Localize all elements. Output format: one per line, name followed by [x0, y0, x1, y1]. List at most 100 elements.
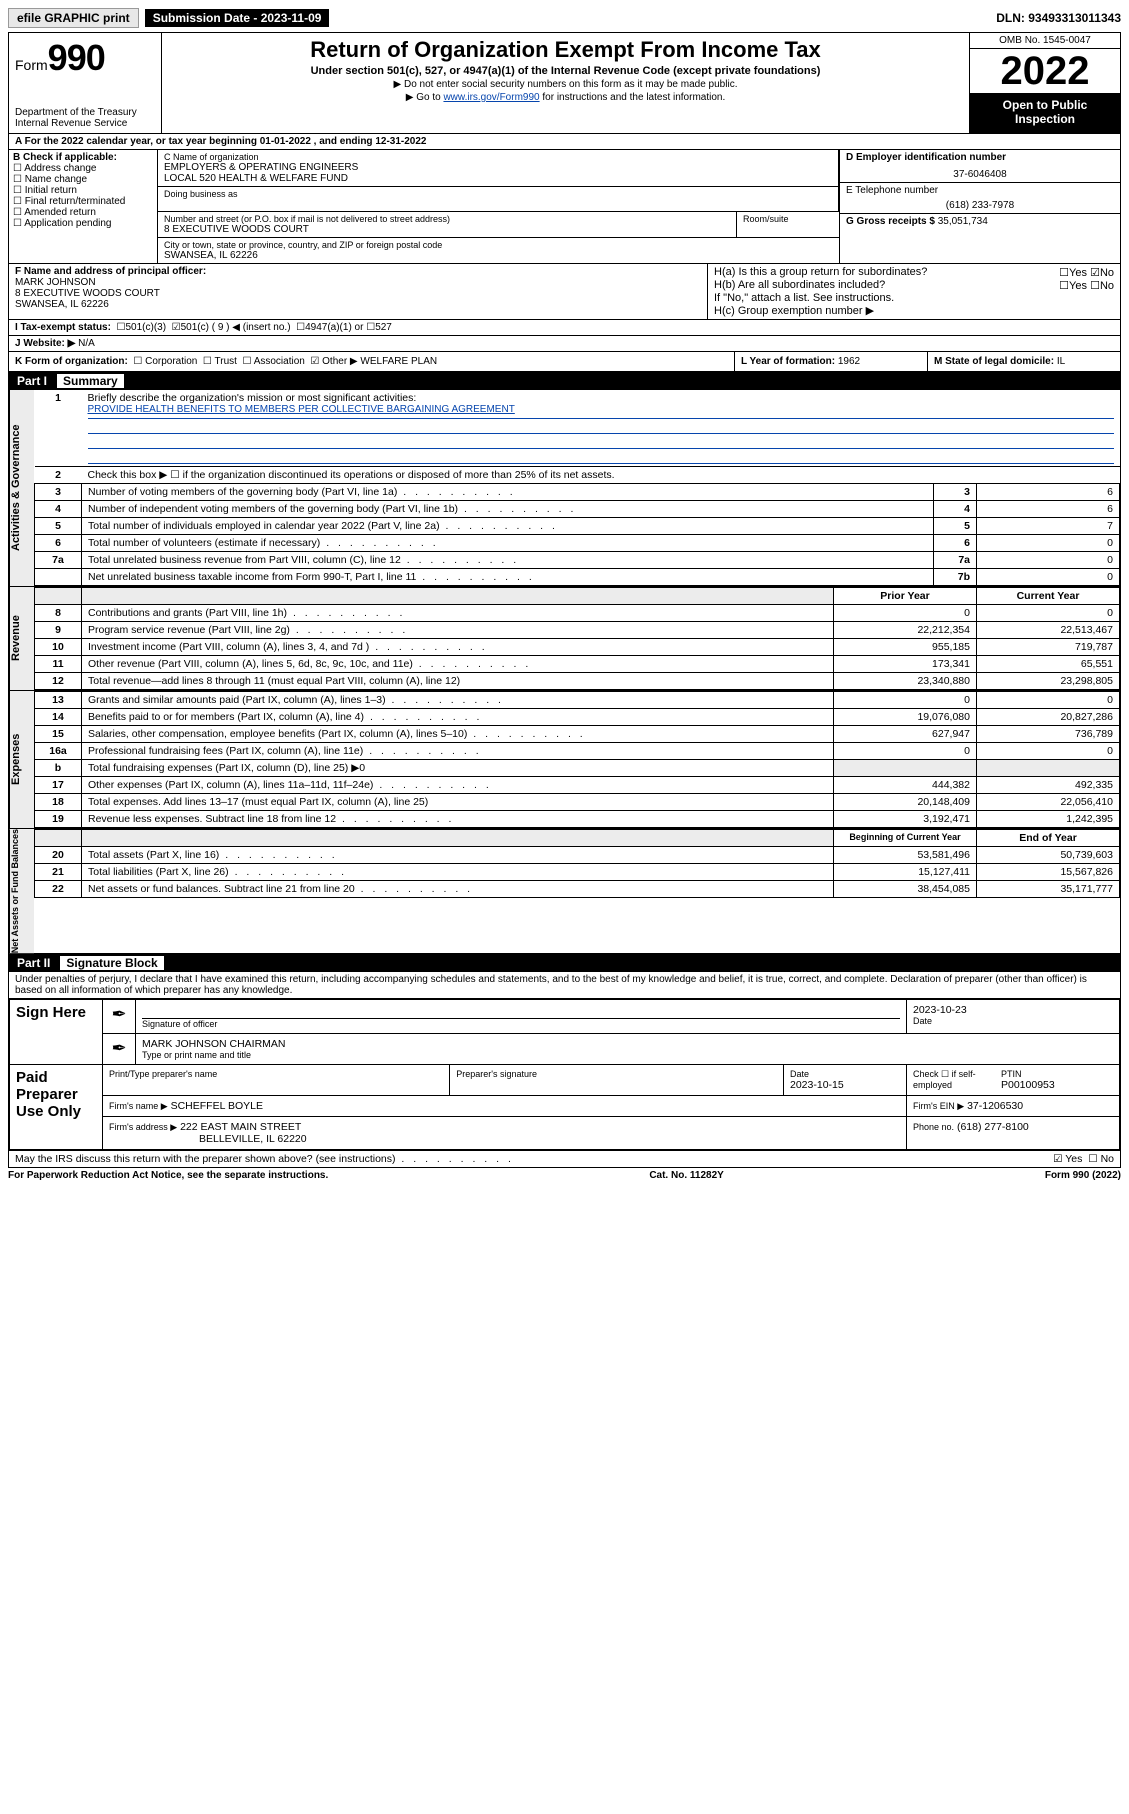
- h-b-label: H(b) Are all subordinates included?: [714, 279, 885, 292]
- signature-table: Sign Here ✒ Signature of officer 2023-10…: [9, 999, 1120, 1150]
- form-container: Form990 Department of the Treasury Inter…: [8, 32, 1121, 1168]
- gov-row: 3Number of voting members of the governi…: [35, 484, 1120, 501]
- h-b-no[interactable]: ☐: [1090, 280, 1100, 292]
- grid-netassets: Net Assets or Fund Balances Beginning of…: [9, 829, 1120, 954]
- may-discuss-row: May the IRS discuss this return with the…: [9, 1150, 1120, 1167]
- part2-title: Signature Block: [60, 956, 163, 970]
- firm-name-value: SCHEFFEL BOYLE: [171, 1100, 263, 1112]
- exp-row: 17Other expenses (Part IX, column (A), l…: [35, 777, 1120, 794]
- j-label: J Website: ▶: [15, 338, 75, 349]
- chk-amended-return[interactable]: ☐ Amended return: [13, 207, 153, 218]
- prep-name-label: Print/Type preparer's name: [109, 1069, 443, 1079]
- row-fh: F Name and address of principal officer:…: [9, 264, 1120, 320]
- firm-addr-label: Firm's address ▶: [109, 1122, 177, 1132]
- box-h: H(a) Is this a group return for subordin…: [707, 264, 1120, 319]
- table-expenses: 13Grants and similar amounts paid (Part …: [34, 691, 1120, 828]
- street-value: 8 EXECUTIVE WOODS COURT: [164, 224, 730, 235]
- h-a-no[interactable]: ☑: [1090, 267, 1100, 279]
- box-b-label: B Check if applicable:: [13, 152, 153, 163]
- officer-street: 8 EXECUTIVE WOODS COURT: [15, 288, 701, 299]
- box-l: L Year of formation: 1962: [734, 352, 927, 371]
- irs-link[interactable]: www.irs.gov/Form990: [443, 92, 539, 103]
- chk-final-return[interactable]: ☐ Final return/terminated: [13, 196, 153, 207]
- sig-date-label: Date: [913, 1016, 1113, 1026]
- officer-name-label: Type or print name and title: [142, 1050, 1113, 1060]
- part1-header: Part I Summary: [9, 372, 1120, 390]
- page-footer: For Paperwork Reduction Act Notice, see …: [8, 1168, 1121, 1183]
- street-label: Number and street (or P.O. box if mail i…: [164, 214, 730, 224]
- net-row: 20Total assets (Part X, line 16)53,581,4…: [35, 847, 1120, 864]
- h-b-yes[interactable]: ☐: [1059, 280, 1069, 292]
- room-label: Room/suite: [743, 214, 833, 224]
- self-employed-check[interactable]: Check ☐ if self-employed: [913, 1069, 993, 1091]
- exp-row: 18Total expenses. Add lines 13–17 (must …: [35, 794, 1120, 811]
- vtab-expenses: Expenses: [9, 691, 34, 828]
- exp-row: 16aProfessional fundraising fees (Part I…: [35, 743, 1120, 760]
- line1-label: Briefly describe the organization's miss…: [88, 392, 417, 404]
- discuss-no[interactable]: ☐: [1088, 1153, 1097, 1165]
- declaration: Under penalties of perjury, I declare th…: [9, 972, 1120, 999]
- rev-row: 12Total revenue—add lines 8 through 11 (…: [35, 673, 1120, 690]
- chk-other[interactable]: ☑: [310, 356, 319, 367]
- exp-row: 14Benefits paid to or for members (Part …: [35, 709, 1120, 726]
- chk-initial-return[interactable]: ☐ Initial return: [13, 185, 153, 196]
- city-value: SWANSEA, IL 62226: [164, 250, 833, 261]
- header-right: OMB No. 1545-0047 2022 Open to Public In…: [969, 33, 1120, 133]
- i-label: I Tax-exempt status:: [15, 322, 111, 333]
- prep-date-value: 2023-10-15: [790, 1079, 900, 1091]
- sign-arrow-icon: ✒: [103, 1000, 136, 1034]
- chk-address-change[interactable]: ☐ Address change: [13, 163, 153, 174]
- chk-501c[interactable]: ☑: [172, 322, 181, 333]
- hint-post: for instructions and the latest informat…: [540, 92, 726, 103]
- grid-revenue: Revenue Prior YearCurrent Year 8Contribu…: [9, 587, 1120, 691]
- box-c: C Name of organization EMPLOYERS & OPERA…: [158, 150, 839, 263]
- ptin-value: P00100953: [1001, 1079, 1055, 1091]
- chk-501c3[interactable]: ☐: [117, 322, 126, 333]
- discuss-yes[interactable]: ☑: [1053, 1153, 1062, 1165]
- ptin-label: PTIN: [1001, 1069, 1055, 1079]
- rev-row: 9Program service revenue (Part VIII, lin…: [35, 622, 1120, 639]
- org-name-1: EMPLOYERS & OPERATING ENGINEERS: [164, 162, 832, 173]
- form-subtitle: Under section 501(c), 527, or 4947(a)(1)…: [170, 65, 961, 77]
- mission-text: PROVIDE HEALTH BENEFITS TO MEMBERS PER C…: [88, 404, 1114, 419]
- omb-number: OMB No. 1545-0047: [970, 33, 1120, 49]
- net-row: 22Net assets or fund balances. Subtract …: [35, 881, 1120, 898]
- hdr-current: Current Year: [977, 588, 1120, 605]
- sign-here-label: Sign Here: [10, 1000, 103, 1065]
- org-name-2: LOCAL 520 HEALTH & WELFARE FUND: [164, 173, 832, 184]
- chk-name-change[interactable]: ☐ Name change: [13, 174, 153, 185]
- h-note: If "No," attach a list. See instructions…: [714, 292, 1114, 304]
- net-row: 21Total liabilities (Part X, line 26)15,…: [35, 864, 1120, 881]
- chk-527[interactable]: ☐: [366, 322, 375, 333]
- dln: DLN: 93493313011343: [996, 11, 1121, 25]
- form-header: Form990 Department of the Treasury Inter…: [9, 33, 1120, 134]
- footer-left: For Paperwork Reduction Act Notice, see …: [8, 1170, 328, 1181]
- part1-title: Summary: [57, 374, 124, 388]
- chk-corp[interactable]: ☐: [133, 356, 142, 367]
- form-title: Return of Organization Exempt From Incom…: [170, 37, 961, 63]
- form-number: 990: [48, 37, 105, 78]
- phone-label: E Telephone number: [846, 185, 1114, 196]
- ein-label: D Employer identification number: [846, 152, 1114, 163]
- efile-print-button[interactable]: efile GRAPHIC print: [8, 8, 139, 28]
- chk-trust[interactable]: ☐: [203, 356, 212, 367]
- rev-row: 11Other revenue (Part VIII, column (A), …: [35, 656, 1120, 673]
- k-other-value: WELFARE PLAN: [360, 356, 437, 367]
- rev-row: 8Contributions and grants (Part VIII, li…: [35, 605, 1120, 622]
- chk-assoc[interactable]: ☐: [242, 356, 251, 367]
- h-a-yes[interactable]: ☐: [1059, 267, 1069, 279]
- hint-link: ▶ Go to www.irs.gov/Form990 for instruct…: [170, 92, 961, 103]
- chk-application-pending[interactable]: ☐ Application pending: [13, 218, 153, 229]
- row-klm: K Form of organization: ☐ Corporation ☐ …: [9, 352, 1120, 372]
- part2-header: Part II Signature Block: [9, 954, 1120, 972]
- table-governance: 1 Briefly describe the organization's mi…: [34, 390, 1120, 586]
- box-b: B Check if applicable: ☐ Address change …: [9, 150, 158, 263]
- box-k: K Form of organization: ☐ Corporation ☐ …: [9, 352, 734, 371]
- chk-4947[interactable]: ☐: [296, 322, 305, 333]
- row-i: I Tax-exempt status: ☐ 501(c)(3) ☑ 501(c…: [9, 320, 1120, 336]
- gov-row: Net unrelated business taxable income fr…: [35, 569, 1120, 586]
- vtab-netassets: Net Assets or Fund Balances: [9, 829, 34, 953]
- gross-label: G Gross receipts $: [846, 216, 935, 227]
- line2-text: Check this box ▶ ☐ if the organization d…: [82, 467, 1120, 484]
- open-inspection: Open to Public Inspection: [970, 94, 1120, 133]
